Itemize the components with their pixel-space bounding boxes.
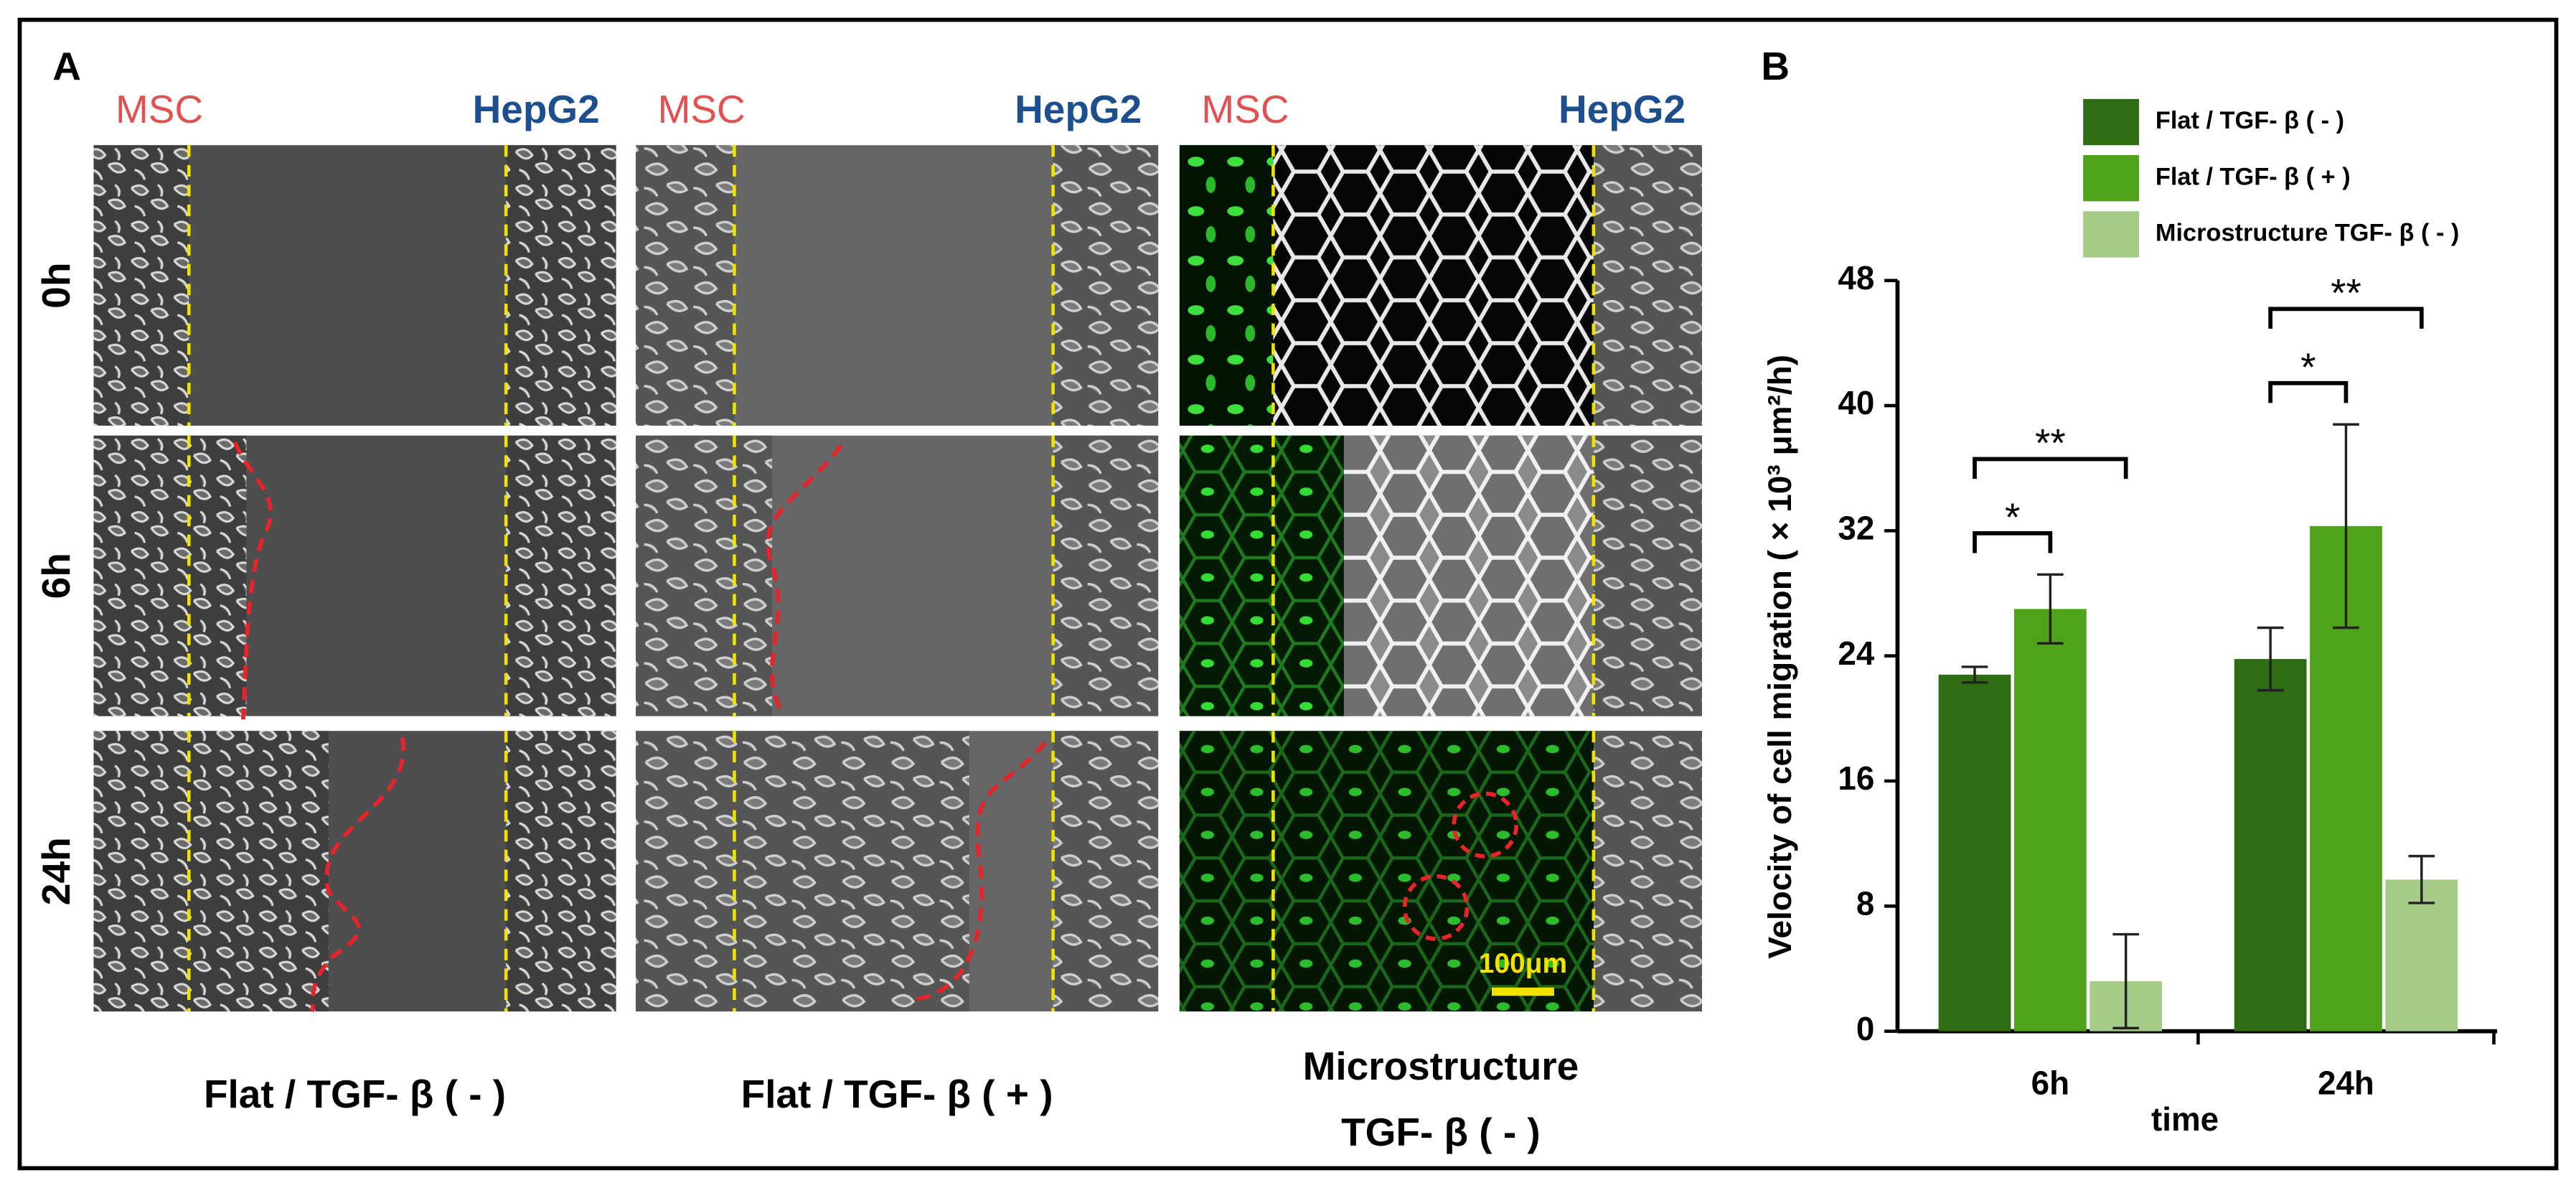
column-caption: Flat / TGF- β ( - ): [204, 1072, 506, 1116]
error-bar: [2037, 573, 2064, 645]
cell-region: [1593, 731, 1702, 1012]
y-axis-label: Velocity of cell migration ( × 10³ μm²/h…: [1761, 355, 1798, 959]
legend-swatch: [2083, 211, 2139, 258]
y-tick-label: 16: [1838, 759, 1874, 797]
honeycomb: [1343, 435, 1594, 716]
cell-region: [506, 731, 616, 1012]
y-tick-label: 32: [1838, 509, 1874, 546]
error-bar: [1961, 665, 1988, 684]
panel-b: B 0 8 16 24 32 40 48 Velocity of cell migration …: [1761, 44, 2498, 1138]
column-left-label: MSC: [116, 87, 203, 131]
cell-region: [636, 731, 969, 1012]
y-tick-label: 24: [1838, 635, 1874, 672]
cell-region: [1593, 145, 1702, 426]
error-bar: [2257, 626, 2284, 692]
y-tick-label: 8: [1856, 884, 1874, 922]
significance-bracket: [2268, 307, 2424, 329]
fluorescent-region: [1179, 731, 1594, 1012]
panel-label: B: [1761, 44, 1790, 88]
row-label: 24h: [34, 837, 78, 905]
bar: [1938, 674, 2011, 1032]
y-tick-label: 40: [1838, 384, 1874, 421]
x-tick-label: 24h: [2318, 1065, 2374, 1102]
error-bar: [2408, 854, 2435, 904]
column-left-label: MSC: [1201, 87, 1289, 131]
significance-label: *: [2300, 345, 2316, 389]
row-label: 6h: [34, 553, 78, 599]
cell-region: [93, 145, 189, 426]
legend-label: Flat / TGF- β ( + ): [2156, 163, 2351, 190]
legend-swatch: [2083, 155, 2139, 202]
column-right-label: HepG2: [473, 87, 600, 131]
highlight-circle: [1402, 874, 1470, 941]
cell-region: [1053, 731, 1159, 1012]
cell-region: [636, 435, 773, 716]
bar: [2385, 879, 2458, 1032]
y-tick-label: 48: [1838, 259, 1874, 296]
cell-region: [1053, 435, 1159, 716]
migration-front: [310, 737, 406, 1013]
error-bar: [2112, 932, 2139, 1029]
significance-bracket: [1973, 457, 2128, 480]
significance-label: **: [2331, 270, 2361, 314]
migration-front: [766, 444, 843, 714]
cell-region: [636, 145, 735, 426]
error-bar: [2333, 423, 2359, 630]
column-caption: TGF- β ( - ): [1341, 1110, 1541, 1154]
column-right-label: HepG2: [1559, 87, 1686, 131]
cell-region: [506, 145, 616, 426]
cell-region: [506, 435, 616, 716]
honeycomb: [1273, 145, 1594, 426]
bar: [2234, 659, 2307, 1032]
legend-label: Flat / TGF- β ( - ): [2156, 107, 2344, 134]
cell-region: [1593, 435, 1702, 716]
fluorescent-region: [1179, 435, 1344, 716]
migration-front: [911, 741, 1047, 1002]
y-tick-label: 0: [1856, 1010, 1874, 1047]
significance-bracket: [2268, 380, 2349, 403]
column-caption: Flat / TGF- β ( + ): [741, 1072, 1053, 1116]
column-left-label: MSC: [658, 87, 746, 131]
fluorescent-region: [1179, 145, 1274, 426]
significance-bracket: [1973, 531, 2053, 553]
panel-a: A MSC HepG2 Flat / TGF- β ( - ) MSC HepG2 Flat…: [34, 44, 1702, 1154]
bar: [2013, 609, 2087, 1032]
scale-bar-label: 100μm: [1479, 948, 1567, 979]
significance-label: *: [2005, 495, 2020, 539]
figure-border: [17, 17, 2559, 1171]
legend-label: Microstructure TGF- β ( - ): [2156, 219, 2459, 246]
cell-region: [93, 435, 247, 716]
column-right-label: HepG2: [1015, 87, 1142, 131]
cell-region: [1053, 145, 1159, 426]
column-caption: Microstructure: [1303, 1044, 1579, 1088]
x-axis-label: time: [2151, 1100, 2219, 1138]
cell-region: [93, 731, 329, 1012]
panel-label: A: [52, 44, 81, 88]
significance-label: **: [2035, 421, 2066, 465]
legend-swatch: [2083, 98, 2139, 146]
x-tick-label: 6h: [2031, 1065, 2069, 1102]
migration-front: [232, 441, 273, 720]
highlight-circle: [1452, 791, 1519, 859]
row-label: 0h: [34, 262, 78, 308]
